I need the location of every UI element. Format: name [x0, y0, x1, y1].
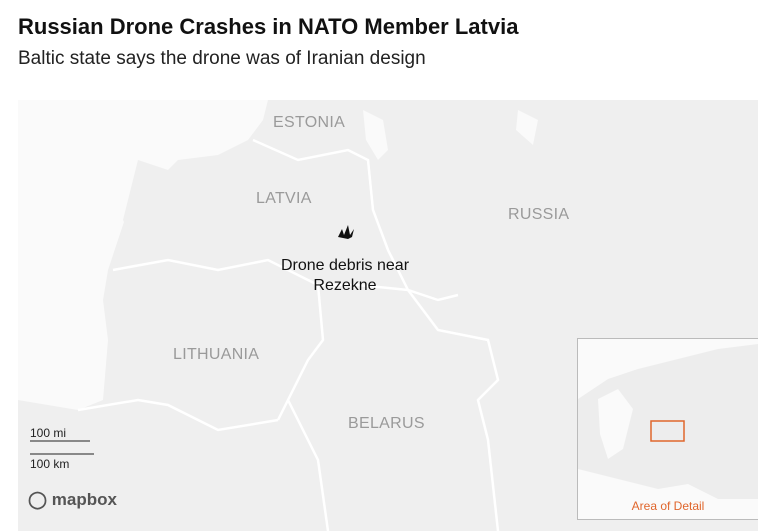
country-label: ESTONIA: [273, 114, 346, 131]
gulf-coast: [123, 160, 188, 250]
title: Russian Drone Crashes in NATO Member Lat…: [18, 14, 519, 39]
annotation: Drone debris near Rezekne: [280, 257, 410, 294]
scale-label: 100 mi: [30, 426, 67, 440]
attribution[interactable]: ◯ mapbox: [28, 490, 117, 509]
lake: [363, 110, 388, 160]
subtitle: Baltic state says the drone was of Irani…: [18, 48, 426, 69]
scale-label: 100 km: [30, 457, 70, 471]
inset-map: Area of Detail: [577, 338, 758, 520]
map-shapes: [18, 100, 538, 531]
lake: [516, 110, 538, 145]
borders: [77, 138, 500, 531]
sea: [18, 100, 268, 410]
country-label: LITHUANIA: [173, 346, 260, 363]
country-label: BELARUS: [348, 415, 425, 432]
inset-label: Area of Detail: [631, 499, 705, 513]
explosion-icon: [338, 225, 354, 239]
map: ESTONIA LATVIA RUSSIA LITHUANIA BELARUS …: [18, 100, 758, 531]
inset-shapes: [578, 339, 758, 519]
attribution-text[interactable]: mapbox: [51, 490, 117, 509]
country-label: LATVIA: [256, 190, 312, 207]
detail-box: [650, 420, 685, 442]
country-label: RUSSIA: [508, 206, 570, 223]
